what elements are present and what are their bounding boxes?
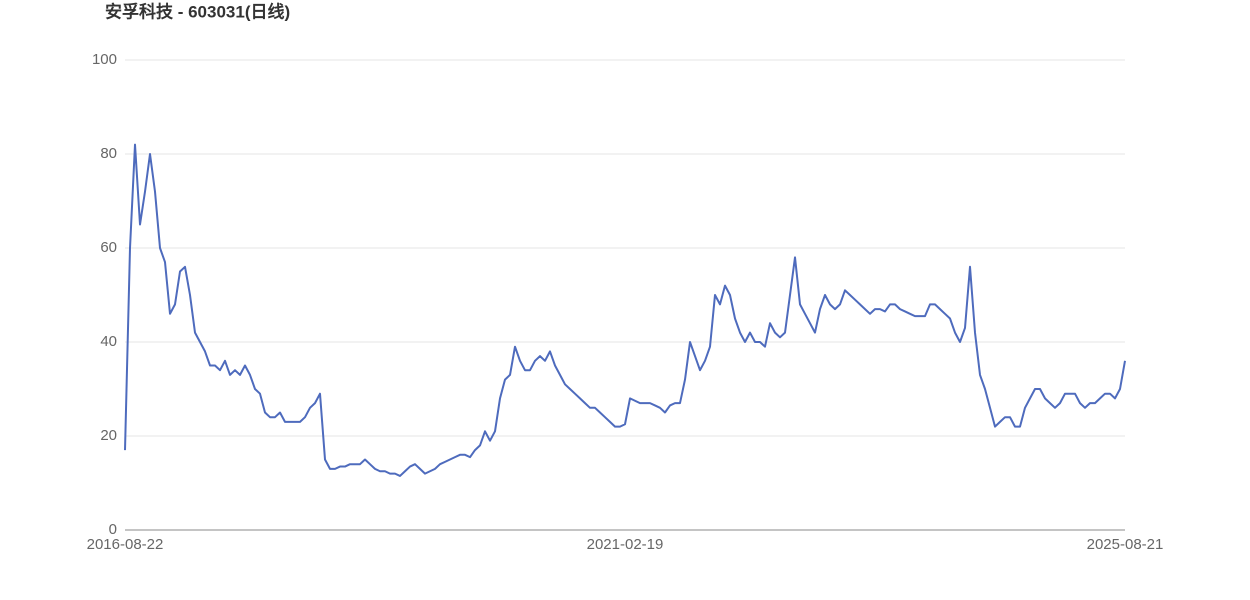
x-tick-label: 2025-08-21 (1087, 536, 1164, 553)
x-tick-label: 2016-08-22 (87, 536, 164, 553)
chart-title: 安孚科技 - 603031(日线) (105, 1, 290, 21)
y-tick-label: 60 (100, 239, 117, 256)
y-tick-label: 80 (100, 145, 117, 162)
x-tick-label: 2021-02-19 (587, 536, 664, 553)
y-tick-label: 40 (100, 333, 117, 350)
y-tick-label: 20 (100, 427, 117, 444)
y-tick-label: 0 (109, 521, 117, 538)
y-tick-label: 100 (92, 51, 117, 68)
price-line (124, 143, 1126, 477)
